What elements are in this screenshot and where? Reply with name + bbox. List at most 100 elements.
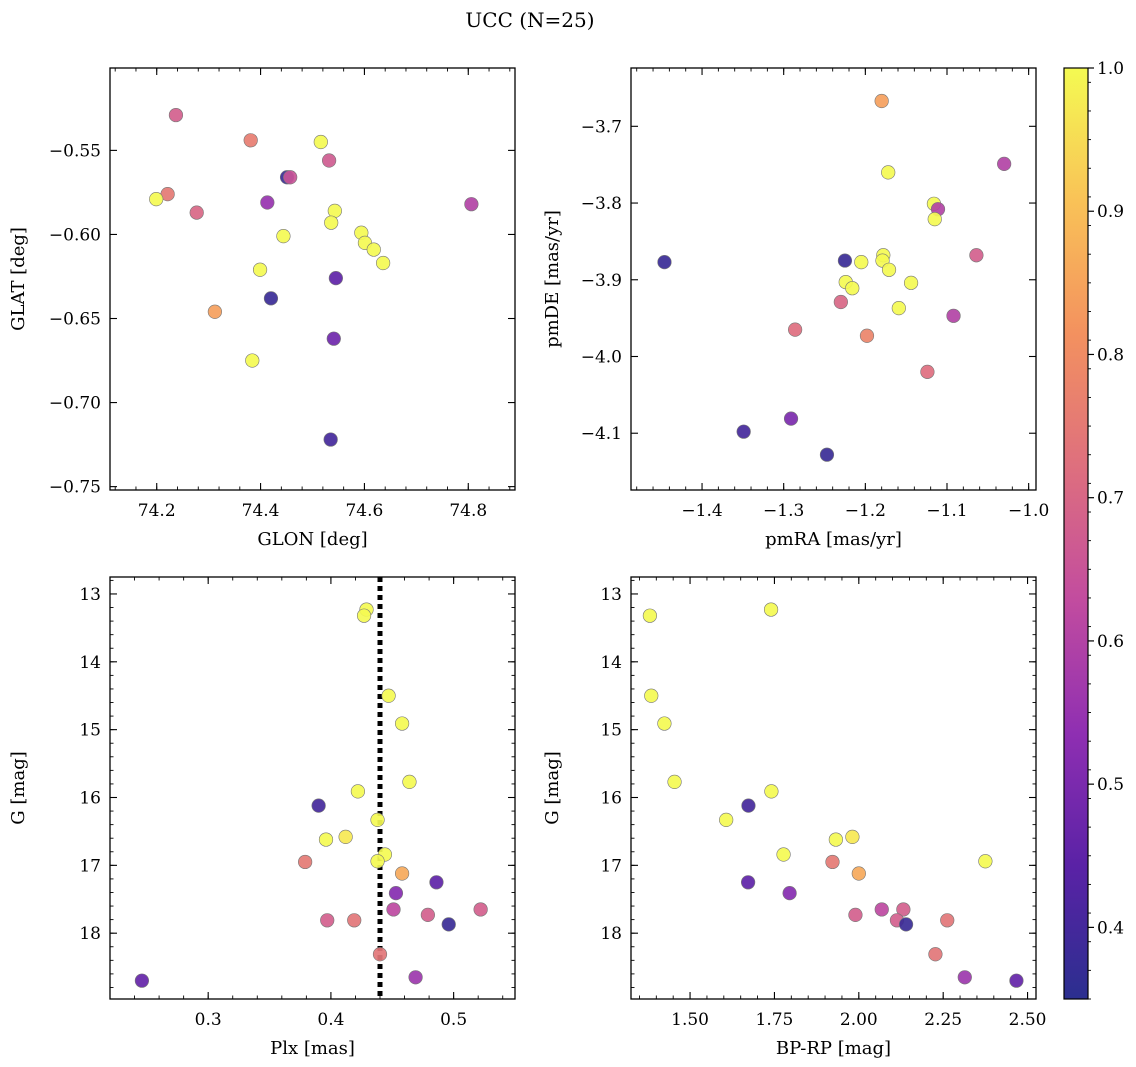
- data-point: [874, 93, 889, 109]
- y-axis-label: pmDE [mas/yr]: [542, 210, 563, 348]
- data-point: [788, 322, 803, 337]
- data-point: [245, 353, 260, 368]
- data-point: [441, 917, 456, 932]
- data-point: [311, 798, 326, 813]
- data-point: [978, 854, 993, 869]
- data-points: [657, 93, 1012, 462]
- data-point: [263, 291, 279, 306]
- data-point: [782, 886, 797, 901]
- data-point: [320, 913, 335, 928]
- data-point: [828, 832, 843, 847]
- data-point: [356, 608, 372, 623]
- data-point: [1009, 973, 1024, 988]
- data-point: [386, 902, 401, 917]
- y-axis-label: G [mag]: [8, 751, 29, 824]
- data-points: [149, 107, 479, 447]
- x-tick-label: 74.8: [449, 501, 487, 521]
- x-tick-label: 0.3: [195, 1010, 222, 1030]
- data-point: [323, 432, 338, 447]
- data-point: [891, 301, 906, 316]
- data-point: [764, 784, 779, 799]
- y-tick-label: 18: [79, 924, 101, 944]
- data-point: [260, 195, 275, 210]
- x-tick-label: −1.0: [1008, 501, 1049, 521]
- data-point: [946, 308, 961, 323]
- data-point: [845, 829, 860, 844]
- data-point: [848, 907, 863, 922]
- colorbar-tick-label: 0.5: [1097, 775, 1124, 795]
- y-tick-label: −3.9: [581, 271, 622, 291]
- data-point: [252, 262, 268, 277]
- y-tick-label: −0.75: [49, 478, 101, 498]
- x-tick-label: 2.00: [840, 1010, 878, 1030]
- data-point: [819, 447, 835, 462]
- data-point: [825, 854, 840, 870]
- axes-frame: [109, 67, 516, 491]
- data-point: [644, 688, 659, 703]
- data-point: [783, 411, 799, 426]
- x-tick-label: 0.4: [317, 1010, 344, 1030]
- data-point: [394, 716, 410, 731]
- y-tick-label: 14: [79, 653, 101, 673]
- data-point: [350, 784, 366, 799]
- data-point: [313, 134, 328, 150]
- y-tick-label: 16: [79, 788, 101, 808]
- x-axis-label: BP-RP [mag]: [776, 1038, 891, 1059]
- data-point: [741, 798, 756, 813]
- y-tick-label: 16: [600, 788, 622, 808]
- x-tick-label: 74.6: [345, 501, 383, 521]
- y-tick-label: −3.8: [581, 194, 622, 214]
- data-point: [642, 608, 658, 623]
- y-tick-label: −3.7: [581, 117, 622, 137]
- x-axis-label: GLON [deg]: [257, 529, 367, 550]
- axes-frame: [109, 576, 516, 1000]
- data-point: [881, 165, 896, 180]
- axis-ticks: 0.3 0.4 0.5 13 14 15 16 17 18: [79, 577, 515, 1030]
- data-point: [719, 812, 734, 827]
- scatter-panel-1: 74.2 74.4 74.6 74.8 −0.55 −0.60 −0.65 −0.70 −0.7…: [8, 67, 516, 550]
- y-tick-label: −4.0: [581, 347, 622, 367]
- colorbar-gradient: [1063, 67, 1089, 1000]
- data-point: [376, 255, 391, 271]
- colorbar-tick-label: 0.4: [1097, 918, 1124, 938]
- data-point: [657, 716, 672, 731]
- data-point: [149, 192, 164, 207]
- y-tick-label: 13: [600, 585, 622, 605]
- data-point: [394, 866, 410, 881]
- data-point: [324, 215, 339, 230]
- y-tick-label: 13: [79, 585, 101, 605]
- panels: 74.2 74.4 74.6 74.8 −0.55 −0.60 −0.65 −0.70 −0.7…: [8, 67, 1049, 1059]
- data-point: [969, 248, 984, 263]
- data-point: [903, 275, 919, 290]
- data-point: [736, 424, 751, 439]
- x-tick-label: 2.50: [1009, 1010, 1047, 1030]
- data-point: [874, 902, 889, 917]
- data-point: [318, 832, 334, 847]
- data-point: [322, 153, 337, 168]
- data-point: [207, 304, 222, 319]
- data-point: [168, 107, 184, 123]
- x-axis-label: Plx [mas]: [270, 1038, 355, 1059]
- y-axis-label: G [mag]: [542, 751, 563, 824]
- data-point: [881, 262, 897, 277]
- data-points: [642, 602, 1024, 988]
- data-point: [763, 602, 779, 617]
- data-point: [898, 917, 914, 932]
- data-point: [741, 875, 756, 890]
- colorbar-tick-label: 0.6: [1097, 632, 1124, 652]
- data-point: [388, 886, 404, 901]
- scatter-panel-4: 1.50 1.75 2.00 2.25 2.50 13 14 15 16 17 18 BP-RP [m…: [542, 576, 1047, 1059]
- scatter-panel-2: −1.4 −1.3 −1.2 −1.1 −1.0 −3.7 −3.8 −3.9 −4.0 −4.1…: [542, 67, 1049, 550]
- axis-ticks: −1.4 −1.3 −1.2 −1.1 −1.0 −3.7 −3.8 −3.9 −4.0 −4.1: [581, 68, 1049, 521]
- data-point: [997, 156, 1012, 172]
- x-tick-label: 74.2: [138, 501, 176, 521]
- x-tick-label: −1.1: [926, 501, 967, 521]
- x-tick-label: −1.2: [845, 501, 886, 521]
- x-tick-label: 74.4: [242, 501, 280, 521]
- y-tick-label: −0.70: [49, 394, 101, 414]
- data-point: [928, 947, 943, 962]
- data-point: [372, 947, 388, 962]
- colorbar-tick-label: 0.8: [1097, 345, 1124, 365]
- data-point: [776, 847, 791, 862]
